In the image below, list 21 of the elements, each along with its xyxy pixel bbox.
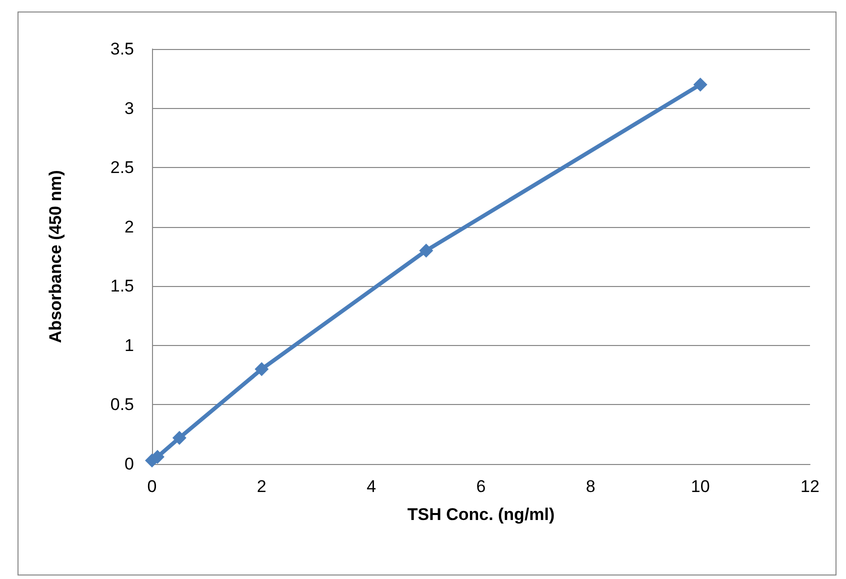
- point: [172, 430, 186, 445]
- y-tick-label: 2.5: [110, 158, 134, 178]
- x-tick-label: 2: [256, 477, 266, 496]
- y-tick-label: 3: [124, 98, 134, 118]
- y-tick-label: 1: [124, 336, 134, 355]
- x-tick-label: 12: [800, 477, 820, 496]
- x-tick-label: 4: [366, 477, 376, 496]
- y-tick-label: 0.5: [110, 395, 134, 414]
- y-tick-label: 1.5: [110, 276, 134, 296]
- point: [693, 78, 708, 92]
- x-tick-label: 10: [690, 477, 710, 496]
- y-tick-label: 3.5: [110, 40, 134, 58]
- point: [419, 244, 434, 258]
- y-tick-label: 2: [124, 217, 134, 236]
- y-axis-title: Absorbance (450 nm): [46, 170, 65, 343]
- point: [254, 362, 269, 376]
- x-tick-label: 0: [147, 477, 157, 496]
- y-tick-label: 0: [124, 454, 134, 474]
- x-tick-label: 6: [476, 477, 486, 496]
- x-axis-title: TSH Conc. (ng/ml): [407, 505, 555, 524]
- x-tick-label: 8: [586, 477, 596, 496]
